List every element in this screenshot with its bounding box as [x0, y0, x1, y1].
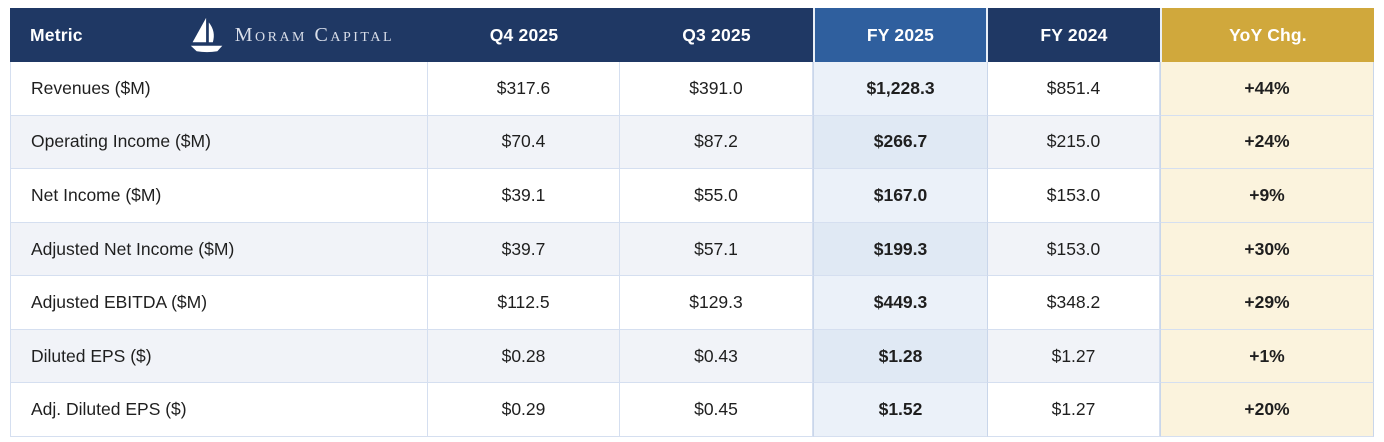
fy-2025-value: $199.3: [813, 222, 988, 277]
financial-summary-table: Metric Moram Capital Q4 2025 Q3 2025 FY …: [10, 8, 1374, 438]
brand-name: Moram Capital: [234, 23, 394, 46]
fy-2025-value: $1.28: [813, 329, 988, 384]
fy-2025-value: $1.52: [813, 383, 988, 438]
metric-column-label: Metric: [30, 24, 83, 45]
column-header-q4-2025: Q4 2025: [428, 8, 620, 62]
yoy-change-value: +30%: [1160, 222, 1374, 277]
fy-2024-value: $1.27: [988, 329, 1160, 384]
yoy-change-value: +1%: [1160, 329, 1374, 384]
table-row: Adjusted Net Income ($M) $39.7 $57.1 $19…: [10, 222, 1374, 277]
q4-2025-value: $112.5: [428, 276, 620, 330]
yoy-change-value: +24%: [1160, 115, 1374, 170]
q3-2025-value: $0.43: [620, 329, 813, 384]
fy-2025-value: $449.3: [813, 276, 988, 330]
q4-2025-value: $0.29: [428, 383, 620, 438]
yoy-change-value: +20%: [1160, 383, 1374, 438]
table-row: Net Income ($M) $39.1 $55.0 $167.0 $153.…: [10, 169, 1374, 223]
q3-2025-value: $55.0: [620, 169, 813, 223]
q4-2025-value: $39.1: [428, 169, 620, 223]
fy-2024-value: $215.0: [988, 115, 1160, 170]
yoy-change-value: +44%: [1160, 62, 1374, 116]
q4-2025-value: $0.28: [428, 329, 620, 384]
fy-2024-value: $1.27: [988, 383, 1160, 438]
column-header-fy-2024: FY 2024: [988, 8, 1160, 62]
column-header-metric: Metric Moram Capital: [10, 8, 428, 62]
q3-2025-value: $129.3: [620, 276, 813, 330]
fy-2025-value: $1,228.3: [813, 62, 988, 116]
brand-logo: Moram Capital: [189, 15, 394, 55]
metric-label: Revenues ($M): [10, 62, 428, 116]
fy-2024-value: $153.0: [988, 222, 1160, 277]
fy-2024-value: $851.4: [988, 62, 1160, 116]
metric-label: Adjusted EBITDA ($M): [10, 276, 428, 330]
metric-label: Adjusted Net Income ($M): [10, 222, 428, 277]
table-row: Operating Income ($M) $70.4 $87.2 $266.7…: [10, 115, 1374, 170]
fy-2025-value: $167.0: [813, 169, 988, 223]
q3-2025-value: $87.2: [620, 115, 813, 170]
q3-2025-value: $57.1: [620, 222, 813, 277]
q4-2025-value: $39.7: [428, 222, 620, 277]
metric-label: Adj. Diluted EPS ($): [10, 383, 428, 438]
metric-label: Net Income ($M): [10, 169, 428, 223]
yoy-change-value: +9%: [1160, 169, 1374, 223]
q3-2025-value: $391.0: [620, 62, 813, 116]
table-row: Adj. Diluted EPS ($) $0.29 $0.45 $1.52 $…: [10, 383, 1374, 438]
metric-label: Diluted EPS ($): [10, 329, 428, 384]
column-header-yoy-change: YoY Chg.: [1160, 8, 1374, 62]
q4-2025-value: $70.4: [428, 115, 620, 170]
column-header-q3-2025: Q3 2025: [620, 8, 813, 62]
column-header-fy-2025: FY 2025: [813, 8, 988, 62]
q3-2025-value: $0.45: [620, 383, 813, 438]
q4-2025-value: $317.6: [428, 62, 620, 116]
sailboat-icon: [190, 17, 223, 53]
table-row: Revenues ($M) $317.6 $391.0 $1,228.3 $85…: [10, 62, 1374, 116]
fy-2024-value: $348.2: [988, 276, 1160, 330]
yoy-change-value: +29%: [1160, 276, 1374, 330]
fy-2024-value: $153.0: [988, 169, 1160, 223]
table-header-row: Metric Moram Capital Q4 2025 Q3 2025 FY …: [10, 8, 1374, 62]
metric-label: Operating Income ($M): [10, 115, 428, 170]
table-row: Adjusted EBITDA ($M) $112.5 $129.3 $449.…: [10, 276, 1374, 330]
table-row: Diluted EPS ($) $0.28 $0.43 $1.28 $1.27 …: [10, 329, 1374, 384]
fy-2025-value: $266.7: [813, 115, 988, 170]
